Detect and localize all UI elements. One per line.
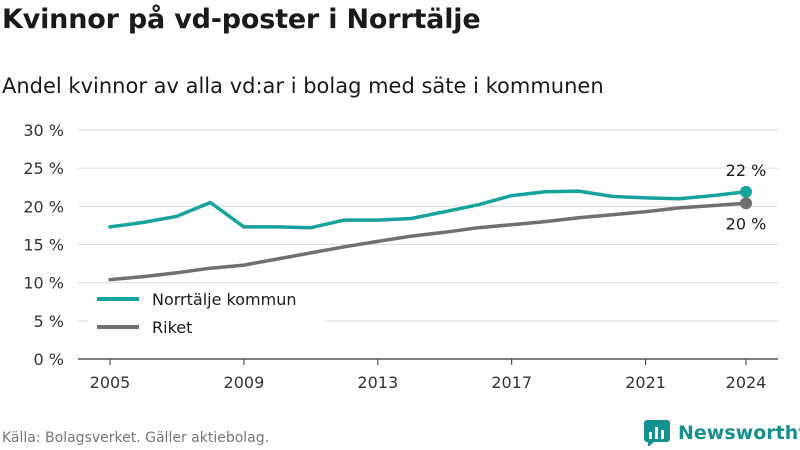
x-tick-label: 2024 [726,373,767,392]
y-tick-label: 15 % [23,236,64,255]
series-end-point-0 [740,185,752,198]
y-tick-label: 10 % [23,274,64,293]
y-tick-label: 0 % [34,350,64,369]
legend-label-1: Riket [152,318,192,337]
legend: Norrtälje kommun Riket [88,284,324,344]
series-end-label-1: 20 % [726,214,767,233]
chart-title: Kvinnor på vd-poster i Norrtälje [2,4,481,35]
x-tick-label: 2017 [491,373,532,392]
y-tick-label: 5 % [34,312,64,331]
series-line-1 [108,201,748,282]
y-tick-label: 25 % [23,159,64,178]
x-tick-label: 2005 [90,373,131,392]
x-tick-label: 2013 [357,373,398,392]
chart-subtitle: Andel kvinnor av alla vd:ar i bolag med … [2,74,604,98]
legend-background [88,284,324,344]
series-lines: 22 % 20 % [108,161,767,282]
brand-logo: Newsworthy [644,420,800,446]
series-end-point-1 [740,197,752,210]
line-chart: 0 %5 %10 %15 %20 %25 %30 % 2005 2009 2013 2… [23,121,778,392]
legend-label-0: Norrtälje kommun [152,290,296,309]
brand-name: Newsworthy [678,422,800,444]
series-end-label-0: 22 % [726,161,767,180]
x-tick-label: 2021 [625,373,666,392]
source-note: Källa: Bolagsverket. Gäller aktiebolag. [2,430,270,446]
gridlines [78,129,778,360]
y-tick-label: 20 % [23,197,64,216]
x-axis-ticks: 2005 2009 2013 2017 2021 2024 [90,359,767,392]
y-axis-ticks: 0 % 5 % 10 % 15 % 20 % 25 % 30 % [23,121,64,369]
x-tick-label: 2009 [224,373,265,392]
y-tick-label: 30 % [23,121,64,140]
series-line-0 [108,189,748,230]
bar-chart-logo-icon [644,420,670,446]
